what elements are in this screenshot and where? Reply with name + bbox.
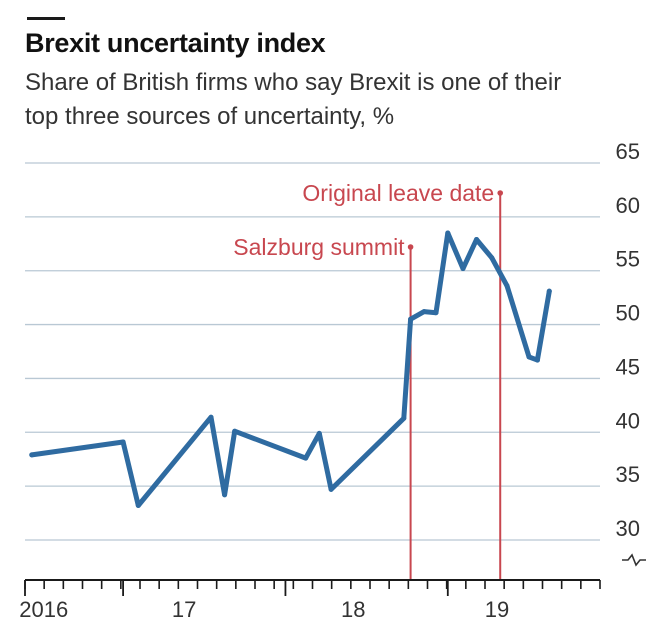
data-point-21 <box>546 288 552 294</box>
x-axis: 2016 17 18 19 <box>19 579 601 622</box>
data-point-9 <box>328 486 334 492</box>
annotation-dot-2 <box>497 190 504 196</box>
data-point-13 <box>433 310 439 316</box>
y-axis-break-symbol <box>622 553 646 567</box>
header-rule <box>27 17 65 20</box>
annotations: Salzburg summit Original leave date <box>233 180 504 580</box>
data-point-11 <box>408 316 414 322</box>
data-point-16 <box>474 236 480 242</box>
y-axis-labels: 30 35 40 45 50 55 60 65 <box>616 139 646 567</box>
data-point-7 <box>303 455 309 461</box>
data-point-17 <box>489 255 495 261</box>
x-tick-label-17: 17 <box>172 597 196 622</box>
gridlines <box>25 162 600 541</box>
data-point-12 <box>421 309 427 315</box>
y-tick-label-35: 35 <box>616 462 640 487</box>
data-point-3 <box>135 503 141 509</box>
data-point-5 <box>222 492 228 498</box>
y-tick-label-50: 50 <box>616 301 640 326</box>
data-point-19 <box>526 354 532 360</box>
data-point-2 <box>120 439 126 445</box>
annotation-label-2: Original leave date <box>302 180 494 206</box>
y-tick-label-55: 55 <box>616 247 640 272</box>
data-point-10 <box>401 415 407 421</box>
data-point-14 <box>445 230 451 236</box>
x-tick-label-18: 18 <box>341 597 365 622</box>
data-point-6 <box>232 428 238 434</box>
x-tick-label-2016: 2016 <box>19 597 68 622</box>
data-point-8 <box>316 430 322 436</box>
series-line-1 <box>29 230 552 508</box>
y-tick-label-65: 65 <box>616 139 640 164</box>
y-tick-label-45: 45 <box>616 354 640 379</box>
chart-title: Brexit uncertainty index <box>25 28 326 58</box>
chart-subtitle: Share of British firms who say Brexit is… <box>25 69 562 130</box>
data-point-20 <box>534 357 540 363</box>
annotation-label-1: Salzburg summit <box>233 234 405 260</box>
annotation-dot-1 <box>407 244 414 250</box>
series-layer <box>29 230 552 509</box>
y-tick-label-40: 40 <box>616 408 640 433</box>
data-point-4 <box>208 414 214 420</box>
y-tick-label-30: 30 <box>616 516 640 541</box>
y-tick-label-60: 60 <box>616 193 640 218</box>
data-point-1 <box>29 452 35 458</box>
data-point-18 <box>504 283 510 289</box>
x-tick-label-19: 19 <box>485 597 509 622</box>
data-point-15 <box>460 266 466 272</box>
